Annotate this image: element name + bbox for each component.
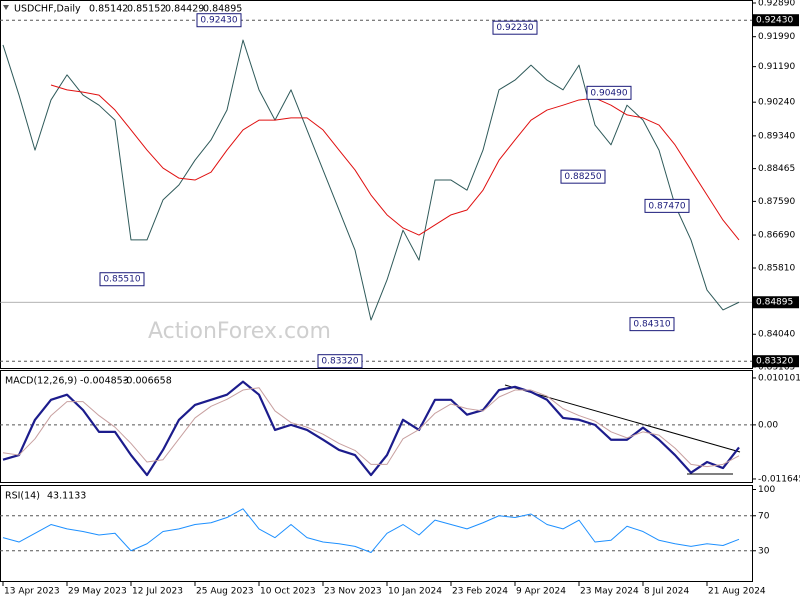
quote-low: 0.84429: [165, 4, 204, 15]
y-tick-label: 0.91990: [758, 32, 795, 42]
series-line: [2, 380, 740, 477]
annotation-box: [317, 354, 363, 369]
annotation-box: [492, 20, 538, 35]
x-tick-label: 8 Jul 2024: [644, 587, 689, 597]
macd-title: MACD(12,26,9): [5, 376, 77, 387]
series-line: [2, 39, 740, 321]
annotation-box: [629, 317, 675, 332]
annotation-label: 0.87470: [648, 201, 685, 211]
symbol-title: USDCHF,Daily: [14, 4, 81, 15]
annotation-box: [196, 13, 242, 28]
x-tick-label: 21 Aug 2024: [708, 587, 766, 597]
series-line: [2, 508, 740, 554]
current-price-box: [753, 296, 799, 309]
x-tick-label: 13 Apr 2023: [4, 587, 60, 597]
quote-close: 0.84895: [203, 4, 242, 15]
x-tick-label: 9 Apr 2024: [516, 587, 566, 597]
series-line: [2, 387, 740, 468]
macd-panel: [0, 370, 753, 483]
x-tick-label: 12 Jul 2023: [132, 587, 183, 597]
y-tick-label: 30: [758, 546, 770, 556]
x-tick-label: 25 Aug 2023: [196, 587, 254, 597]
y-tick-label: 0.86690: [758, 231, 795, 241]
annotation-label: 0.92430: [200, 16, 237, 26]
series-line: [50, 84, 740, 241]
y-tick-label: 0.84040: [758, 330, 795, 340]
y-tick-label: 0.90240: [758, 98, 795, 108]
x-tick-label: 10 Oct 2023: [260, 587, 316, 597]
macd-value: -0.004853: [80, 376, 129, 387]
y-tick-label: 0.010101: [758, 373, 800, 383]
y-tick-label: 0.88465: [758, 164, 795, 174]
annotation-box: [99, 272, 145, 287]
y-tick-label: 0.89340: [758, 131, 795, 141]
x-tick-label: 29 May 2023: [68, 587, 127, 597]
level-label: 0.83320: [756, 357, 793, 367]
y-tick-label: 70: [758, 511, 770, 521]
annotation-label: 0.88250: [564, 172, 601, 182]
x-tick-label: 23 Nov 2023: [324, 587, 382, 597]
annotation-label: 0.92230: [496, 23, 533, 33]
quote-open: 0.85142: [89, 4, 128, 15]
current-price-label: 0.84895: [756, 298, 793, 308]
annotation-box: [560, 169, 606, 184]
y-tick-label: 0.87590: [758, 197, 795, 207]
annotation-label: 0.83320: [321, 357, 358, 367]
annotation-box: [586, 85, 632, 100]
y-tick-label: -0.011645: [758, 474, 800, 484]
rsi-title: RSI(14): [5, 491, 40, 502]
macd-trendline: [504, 384, 741, 453]
quote-high: 0.85152: [127, 4, 166, 15]
annotation-box: [644, 198, 690, 213]
y-tick-label: 100: [758, 485, 775, 495]
annotation-label: 0.84310: [633, 320, 670, 330]
level-label: 0.92430: [756, 16, 793, 26]
header-icon: [3, 5, 9, 10]
y-tick-label: 0.85810: [758, 263, 795, 273]
x-tick-label: 23 May 2024: [580, 587, 639, 597]
y-tick-label: 0.91190: [758, 62, 795, 72]
y-tick-label: 0.92890: [758, 0, 795, 9]
rsi-panel: [0, 485, 753, 582]
annotation-label: 0.90490: [590, 88, 627, 98]
watermark: ActionForex.com: [148, 319, 331, 344]
annotation-label: 0.85510: [103, 275, 140, 285]
macd-signal-value: -0.006658: [123, 376, 172, 387]
y-tick-label: 0.83165: [758, 363, 795, 373]
level-label-box: [753, 14, 799, 27]
price-panel: [0, 0, 753, 369]
rsi-value: 43.1133: [47, 491, 86, 502]
level-label-box: [753, 355, 799, 368]
y-tick-label: 0.00: [758, 420, 778, 430]
x-tick-label: 23 Feb 2024: [452, 587, 508, 597]
x-tick-label: 10 Jan 2024: [388, 587, 442, 597]
